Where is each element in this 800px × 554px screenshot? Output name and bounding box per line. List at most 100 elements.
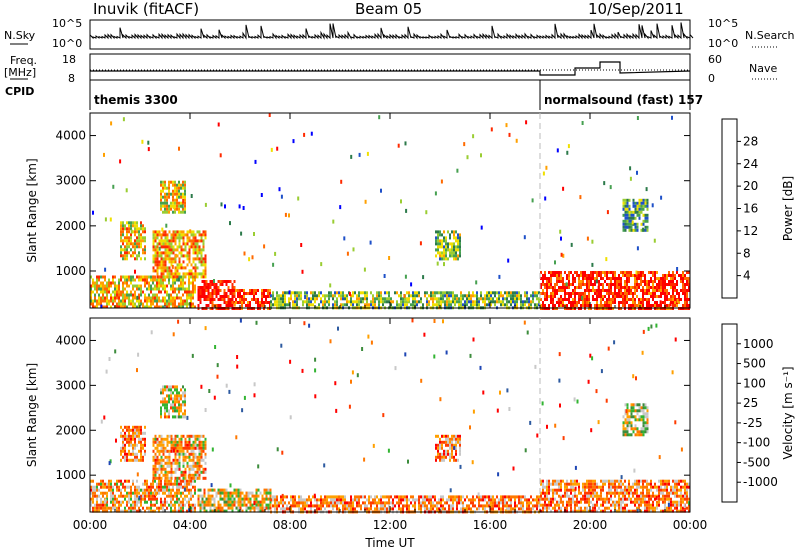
data-cell [134, 251, 136, 255]
data-cell [610, 488, 612, 492]
data-cell [144, 437, 146, 441]
data-cell [534, 498, 536, 502]
data-cell [552, 286, 554, 289]
data-cell [154, 248, 157, 252]
data-cell [432, 501, 434, 505]
data-cell [608, 298, 610, 301]
data-cell [166, 248, 169, 252]
data-cell [160, 192, 162, 196]
data-cell [182, 195, 184, 199]
data-cell [678, 479, 680, 483]
data-cell [518, 495, 520, 499]
data-cell [588, 274, 590, 277]
data-cell [638, 204, 641, 208]
data-cell [586, 236, 589, 241]
data-cell [138, 302, 140, 306]
data-cell [142, 251, 144, 255]
data-cell [568, 295, 570, 298]
data-cell [182, 491, 184, 495]
data-cell [566, 277, 568, 280]
data-cell [120, 299, 122, 303]
data-cell [227, 298, 230, 301]
data-cell [548, 286, 550, 289]
data-cell [556, 488, 558, 492]
data-cell [136, 428, 138, 432]
data-cell [446, 294, 448, 298]
data-cell [572, 274, 574, 277]
data-cell [122, 482, 124, 486]
data-cell [538, 501, 540, 505]
data-cell [674, 491, 676, 495]
data-cell [376, 291, 378, 295]
data-cell [310, 303, 312, 307]
data-cell [176, 201, 178, 205]
data-cell [546, 491, 548, 495]
data-cell [570, 479, 572, 483]
data-cell [364, 199, 367, 204]
data-cell [292, 495, 294, 499]
data-cell [122, 227, 124, 231]
data-cell [142, 236, 144, 240]
data-cell [249, 500, 252, 504]
data-cell [174, 437, 177, 441]
data-cell [164, 192, 166, 196]
data-cell [642, 222, 645, 226]
data-cell [186, 293, 188, 297]
data-cell [118, 299, 120, 303]
data-cell [516, 294, 518, 298]
data-cell [572, 277, 574, 280]
data-cell [560, 295, 562, 298]
data-cell [442, 495, 444, 499]
data-cell [430, 507, 432, 511]
data-cell [215, 491, 218, 495]
data-cell [376, 297, 378, 301]
data-cell [146, 479, 148, 483]
data-cell [562, 503, 564, 507]
data-cell [304, 498, 306, 502]
data-cell [648, 292, 650, 295]
data-cell [172, 195, 174, 199]
data-cell [442, 297, 444, 301]
data-cell [233, 500, 236, 504]
data-cell [610, 301, 612, 304]
data-cell [600, 304, 602, 307]
data-cell [102, 482, 104, 486]
data-cell [668, 479, 670, 483]
data-cell [648, 298, 650, 301]
data-cell [670, 485, 672, 489]
data-cell [126, 485, 128, 489]
data-cell [412, 303, 414, 307]
data-cell [552, 482, 554, 486]
data-cell [620, 295, 622, 298]
data-cell [215, 509, 218, 513]
data-cell [100, 299, 102, 303]
data-cell [150, 491, 152, 495]
data-cell [156, 263, 159, 267]
data-cell [164, 278, 166, 282]
data-cell [530, 501, 532, 505]
data-cell [134, 242, 136, 246]
data-cell [574, 298, 576, 301]
data-cell [197, 304, 200, 307]
data-cell [651, 203, 654, 208]
data-cell [180, 230, 183, 234]
data-cell [494, 291, 496, 295]
data-cell [528, 297, 530, 301]
data-cell [508, 300, 510, 304]
data-cell [172, 497, 174, 501]
data-cell [100, 304, 103, 309]
data-cell [199, 503, 202, 507]
data-cell [172, 183, 174, 187]
data-cell [638, 482, 640, 486]
data-cell [674, 488, 676, 492]
data-cell [616, 280, 618, 283]
data-cell [576, 497, 578, 501]
data-cell [658, 497, 660, 501]
data-cell [106, 494, 108, 498]
data-cell [316, 501, 318, 505]
data-cell [588, 488, 590, 492]
data-cell [132, 509, 134, 513]
data-cell [586, 274, 588, 277]
data-cell [180, 506, 182, 510]
data-cell [142, 455, 144, 459]
